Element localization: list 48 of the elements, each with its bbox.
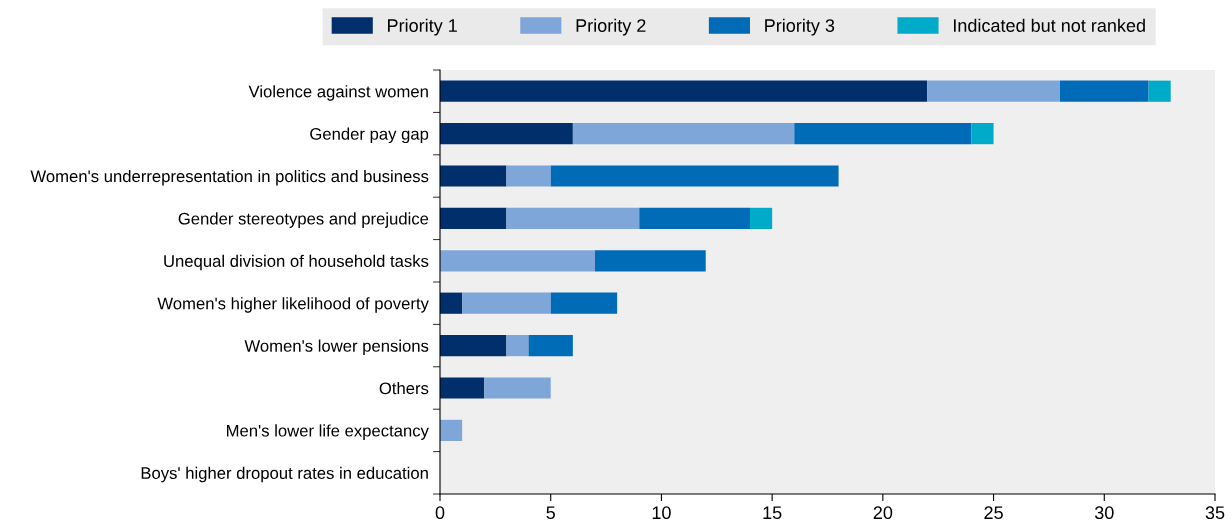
bar	[1148, 80, 1171, 102]
bar	[484, 377, 551, 399]
bar	[595, 250, 706, 272]
bar	[528, 335, 573, 357]
x-tick-label: 15	[763, 506, 782, 520]
y-tick-label: Gender stereotypes and prejudice	[178, 212, 429, 228]
x-tick-label: 5	[546, 506, 555, 520]
y-tick-label: Women's underrepresentation in politics and business	[30, 169, 429, 186]
legend-label: Indicated but not ranked	[953, 18, 1145, 32]
bar	[550, 292, 618, 314]
bar	[506, 207, 640, 229]
bar	[440, 419, 463, 441]
bar	[506, 335, 529, 357]
bar	[440, 207, 507, 229]
bar	[440, 377, 485, 399]
bar	[750, 207, 773, 229]
legend-label: Priority 1	[388, 18, 457, 36]
bar	[639, 207, 750, 229]
bar	[550, 165, 839, 187]
x-tick-label: 0	[435, 506, 445, 520]
y-tick-label: Violence against women	[248, 85, 428, 101]
y-tick-label: Others	[379, 381, 429, 395]
x-tick-label: 20	[873, 506, 893, 520]
legend-label: Priority 3	[765, 18, 835, 36]
bar	[440, 165, 507, 187]
legend-label: Priority 2	[576, 18, 646, 36]
x-tick-label: 30	[1094, 506, 1114, 520]
bar	[462, 292, 551, 314]
y-tick-label: Unequal division of household tasks	[164, 254, 429, 271]
y-tick-label: Boys' higher dropout rates in education	[141, 466, 428, 483]
bar	[440, 335, 507, 357]
y-tick-label: Gender pay gap	[310, 127, 429, 144]
y-tick-label: Men's lower life expectancy	[227, 424, 429, 440]
bar	[971, 123, 994, 145]
bar	[1060, 80, 1149, 102]
bar	[440, 292, 463, 314]
x-tick-label: 10	[652, 506, 671, 520]
bar	[927, 80, 1060, 102]
bar	[440, 80, 928, 102]
x-tick-label: 25	[984, 506, 1003, 520]
bar	[572, 123, 795, 145]
y-tick-label: Women's higher likelihood of poverty	[157, 297, 429, 313]
bar	[440, 123, 573, 145]
bar	[506, 165, 551, 187]
y-tick-label: Women's lower pensions	[244, 339, 429, 356]
bar	[794, 123, 972, 145]
bar	[440, 250, 595, 272]
x-tick-label: 35	[1205, 506, 1225, 520]
